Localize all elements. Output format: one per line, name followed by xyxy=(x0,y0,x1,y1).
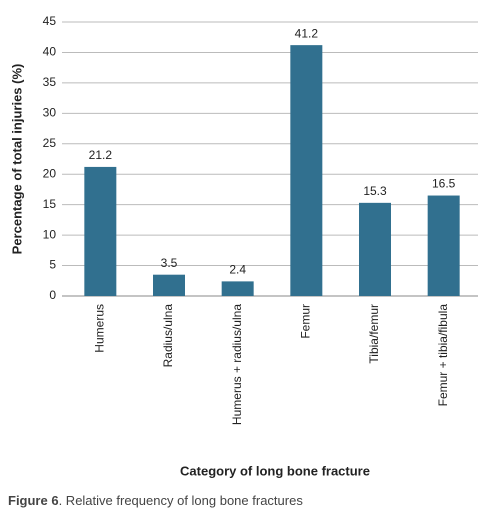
data-label: 2.4 xyxy=(229,263,246,277)
bar xyxy=(153,274,185,296)
x-tick-label: Humerus + radius/ulna xyxy=(230,304,244,425)
y-axis-title: Percentage of total injuries (%) xyxy=(9,64,24,255)
data-label: 21.2 xyxy=(89,148,113,162)
caption-label: Figure 6 xyxy=(8,493,59,508)
bar xyxy=(290,45,323,296)
bar xyxy=(427,195,460,296)
y-tick-label: 40 xyxy=(43,45,57,59)
x-tick-label: Tibia/femur xyxy=(367,304,381,364)
bar xyxy=(84,166,117,296)
y-tick-label: 45 xyxy=(43,14,57,28)
y-tick-label: 25 xyxy=(43,136,57,150)
bar xyxy=(221,281,254,296)
y-tick-label: 30 xyxy=(43,106,57,120)
y-tick-label: 15 xyxy=(43,197,57,211)
caption: Figure 6. Relative frequency of long bon… xyxy=(8,493,303,508)
bar xyxy=(359,202,391,296)
y-tick-label: 0 xyxy=(49,288,56,302)
data-label: 15.3 xyxy=(363,184,387,198)
x-axis-title: Category of long bone fracture xyxy=(180,463,370,478)
data-label: 3.5 xyxy=(161,256,178,270)
x-tick-label: Humerus xyxy=(93,304,107,353)
data-label: 41.2 xyxy=(295,26,319,40)
x-tick-label: Radius/ulna xyxy=(161,304,175,368)
data-label: 16.5 xyxy=(432,177,456,191)
y-tick-label: 20 xyxy=(43,166,57,180)
y-tick-label: 5 xyxy=(49,258,56,272)
y-tick-label: 10 xyxy=(43,227,57,241)
y-tick-label: 35 xyxy=(43,75,57,89)
caption-text: . Relative frequency of long bone fractu… xyxy=(59,493,304,508)
x-tick-label: Femur + tibia/fibula xyxy=(436,304,450,407)
x-tick-label: Femur xyxy=(299,304,313,339)
